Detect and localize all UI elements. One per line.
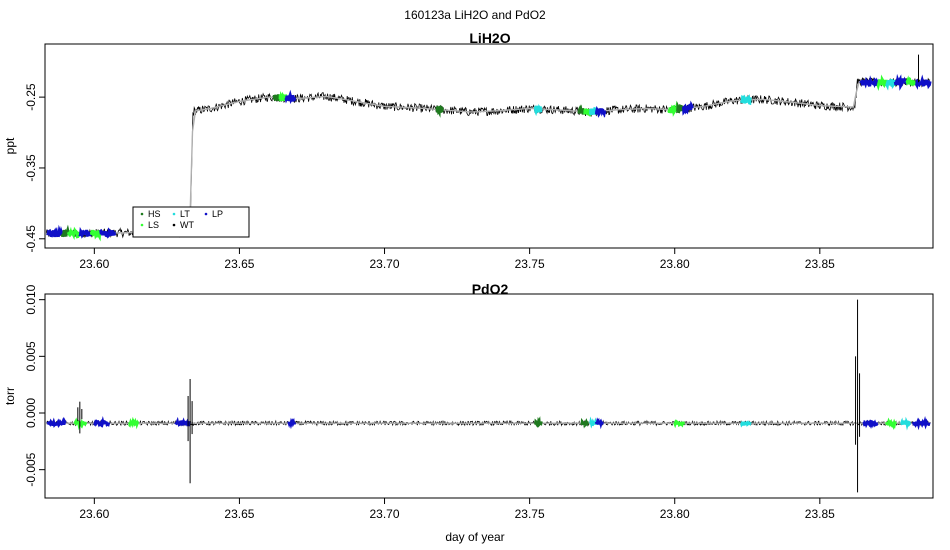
segment-LT (533, 103, 543, 117)
legend-marker-LT (172, 212, 176, 216)
segment-LP (98, 227, 117, 239)
segment-HS (580, 417, 590, 429)
legend-marker-LS (140, 223, 144, 227)
panel-pdo2: PdO2 23.6023.6523.7023.7523.8023.8523.90… (3, 281, 950, 544)
x-tick-label: 23.80 (660, 257, 690, 271)
x-tick-label: 23.70 (370, 257, 400, 271)
y-axis-label-pdo2: torr (3, 387, 17, 405)
segment-LT (900, 416, 911, 431)
segment-HS (533, 416, 543, 428)
y-tick-label: 0.000 (24, 398, 38, 428)
segment-LS (66, 226, 82, 241)
x-tick-label: 23.60 (79, 257, 109, 271)
x-tick-label: 23.85 (805, 257, 835, 271)
plot-frame-lih2o (44, 43, 934, 249)
x-tick-label: 23.75 (515, 257, 545, 271)
plot-area-pdo2 (46, 299, 931, 493)
panel-lih2o: LiH2O 23.6023.6523.7023.7523.8023.8523.9… (3, 30, 950, 271)
x-tick-label: 23.75 (515, 507, 545, 521)
segment-LP (284, 89, 297, 105)
segment-LP (287, 417, 297, 430)
segment-LP (914, 74, 932, 90)
segment-LP (594, 105, 607, 118)
segment-LP (46, 416, 67, 429)
y-axis-label-lih2o: ppt (3, 137, 17, 154)
legend-box (132, 206, 250, 238)
panel-title-lih2o: LiH2O (469, 30, 510, 46)
plot-area-lih2o (46, 54, 932, 242)
panel-title-pdo2: PdO2 (472, 281, 509, 297)
legend-label-LP: LP (212, 209, 223, 219)
legend-label-LS: LS (148, 220, 159, 230)
segment-LS (876, 74, 889, 91)
segment-HS (435, 104, 444, 118)
y-tick-label: -0.25 (24, 83, 38, 111)
legend-marker-LP (204, 212, 208, 216)
y-tick-label: -0.005 (24, 452, 38, 486)
segment-LP (911, 415, 931, 431)
x-axis-label: day of year (445, 530, 504, 544)
segment-LS (128, 416, 140, 430)
segment-LS (667, 100, 680, 117)
series-smoothed (46, 80, 931, 235)
segment-LP (46, 224, 64, 238)
x-tick-label: 23.85 (805, 507, 835, 521)
segment-LP (859, 75, 880, 89)
legend-label-LT: LT (180, 209, 190, 219)
y-axis-pdo2: -0.005 0.000 0.005 0.010 (24, 284, 45, 487)
x-tick-label: 23.80 (660, 507, 690, 521)
segment-LS (278, 90, 288, 102)
x-tick-label: 23.65 (224, 257, 254, 271)
segment-LT (885, 78, 897, 91)
y-tick-label: -0.45 (24, 225, 38, 253)
plot-frame-pdo2 (44, 293, 934, 499)
segment-LP (681, 100, 694, 116)
segment-LS (673, 419, 685, 429)
y-axis-lih2o: -0.45 -0.35 -0.25 (24, 83, 45, 252)
legend-marker-HS (140, 212, 144, 216)
segment-LP (78, 226, 93, 239)
y-tick-label: 0.005 (24, 341, 38, 371)
segment-LP (594, 417, 604, 430)
segment-HS (272, 94, 281, 102)
segment-HS (60, 224, 70, 238)
x-tick-label: 23.70 (370, 507, 400, 521)
segment-LS (89, 229, 102, 242)
legend-marker-WT (172, 223, 176, 227)
segment-LT (589, 106, 598, 116)
segment-LT (740, 94, 752, 106)
segment-LS (885, 417, 897, 431)
legend-label-WT: WT (180, 220, 194, 230)
segment-LP (862, 419, 879, 429)
y-tick-label: -0.35 (24, 154, 38, 182)
y-tick-label: 0.010 (24, 284, 38, 314)
figure-title: 160123a LiH2O and PdO2 (404, 8, 546, 22)
legend-label-HS: HS (148, 209, 161, 219)
x-tick-label: 23.65 (224, 507, 254, 521)
segment-LS (905, 75, 918, 87)
segment-LP (93, 415, 111, 428)
segment-LT (740, 420, 752, 428)
segment-LP (893, 73, 909, 91)
x-tick-label: 23.60 (79, 507, 109, 521)
